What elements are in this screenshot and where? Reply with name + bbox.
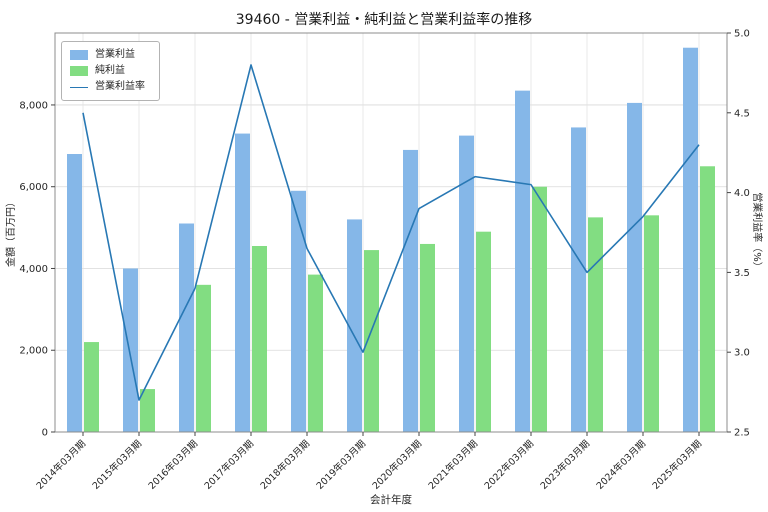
x-tick-label: 2015年03月期 [90, 438, 144, 492]
legend-swatch-operating-income [70, 50, 88, 60]
legend: 営業利益 純利益 営業利益率 [61, 41, 160, 101]
right-tick-label: 3.5 [734, 268, 750, 279]
x-tick-label: 2019年03月期 [314, 438, 368, 492]
x-tick-label: 2021年03月期 [426, 438, 480, 492]
bar-net-income [420, 243, 435, 432]
bar-net-income [196, 284, 211, 432]
bar-operating-income [235, 133, 250, 432]
y-axis-label-right: 営業利益率（%） [751, 192, 764, 272]
legend-item-operating-income: 営業利益 [70, 50, 145, 60]
bar-net-income [84, 342, 99, 432]
x-tick-label: 2025年03月期 [650, 438, 704, 492]
right-tick-label: 3.0 [734, 348, 750, 359]
x-axis-label: 会計年度 [370, 493, 412, 506]
bar-operating-income [403, 149, 418, 432]
left-tick-label: 8,000 [19, 100, 48, 111]
bar-operating-income [571, 127, 586, 432]
legend-label-operating-margin: 営業利益率 [95, 81, 145, 92]
legend-swatch-operating-margin [70, 86, 88, 88]
bar-net-income [140, 389, 155, 432]
bar-net-income [532, 186, 547, 432]
y-axis-label-left: 金額（百万円） [4, 197, 17, 267]
plot-border [54, 32, 728, 433]
right-tick-label: 4.5 [734, 108, 750, 119]
line-operating-margin [82, 64, 700, 401]
bar-net-income [252, 245, 267, 432]
x-tick-label: 2017年03月期 [202, 438, 256, 492]
left-tick-label: 6,000 [19, 182, 48, 193]
bar-net-income [588, 217, 603, 432]
bar-net-income [644, 215, 659, 432]
bar-operating-income [67, 154, 82, 433]
bar-net-income [364, 250, 379, 432]
legend-item-net-income: 純利益 [70, 66, 145, 76]
bar-operating-income [459, 135, 474, 432]
bar-operating-income [515, 90, 530, 432]
x-tick-label: 2020年03月期 [370, 438, 424, 492]
bar-operating-income [347, 219, 362, 432]
bar-net-income [308, 274, 323, 432]
bar-net-income [476, 231, 491, 432]
bar-operating-income [291, 190, 306, 432]
right-tick-label: 4.0 [734, 188, 750, 199]
left-tick-label: 0 [42, 428, 48, 439]
legend-swatch-net-income [70, 66, 88, 76]
bar-operating-income [627, 102, 642, 432]
left-tick-label: 4,000 [19, 264, 48, 275]
legend-label-operating-income: 営業利益 [95, 49, 135, 60]
bars-layer [67, 47, 715, 433]
bar-operating-income [683, 47, 698, 432]
bar-operating-income [179, 223, 194, 432]
x-tick-label: 2016年03月期 [146, 438, 200, 492]
chart-title: 39460 - 営業利益・純利益と営業利益率の推移 [235, 12, 533, 28]
bar-net-income [700, 166, 715, 433]
right-tick-label: 2.5 [734, 428, 750, 439]
x-tick-label: 2018年03月期 [258, 438, 312, 492]
legend-item-operating-margin: 営業利益率 [70, 82, 145, 92]
x-tick-label: 2014年03月期 [34, 438, 88, 492]
x-tick-label: 2022年03月期 [482, 438, 536, 492]
legend-label-net-income: 純利益 [95, 65, 125, 76]
bar-operating-income [123, 268, 138, 432]
x-tick-label: 2023年03月期 [538, 438, 592, 492]
axes-layer [51, 32, 731, 436]
left-tick-label: 2,000 [19, 346, 48, 357]
right-tick-label: 5.0 [734, 29, 750, 40]
x-tick-label: 2024年03月期 [594, 438, 648, 492]
line-layer [82, 64, 700, 401]
